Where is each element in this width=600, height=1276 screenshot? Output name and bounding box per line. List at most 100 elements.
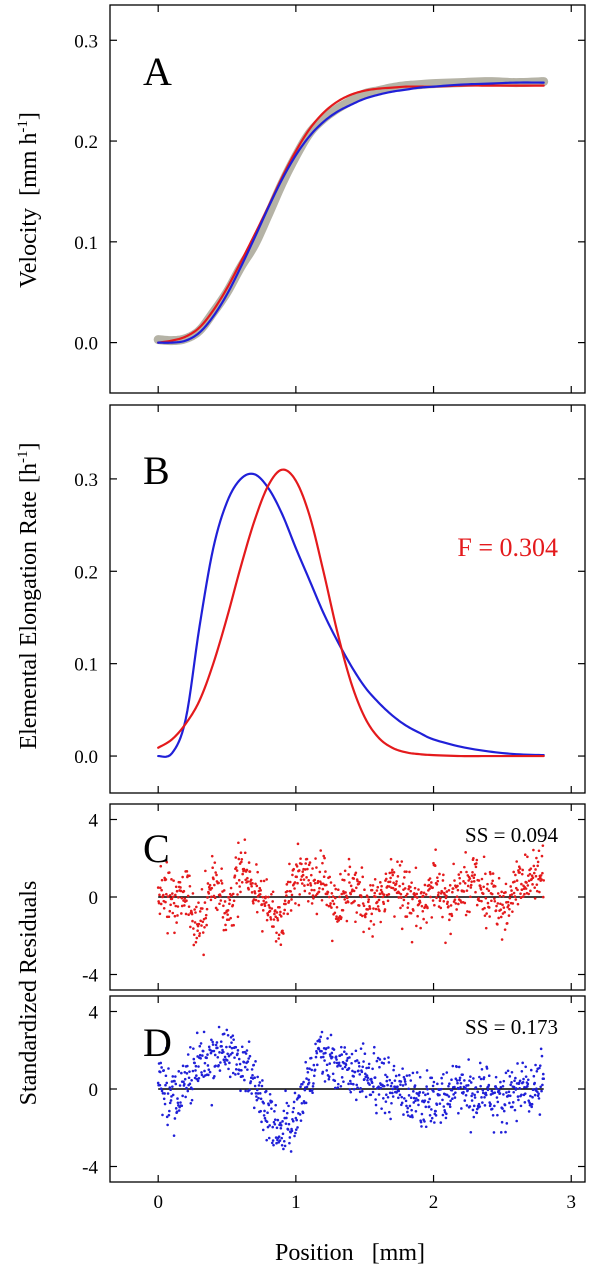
- panel-b-frame: [109, 404, 586, 794]
- residual-point: [429, 1119, 433, 1123]
- residual-point: [426, 1087, 429, 1091]
- residual-point: [439, 906, 443, 910]
- residual-point: [447, 1095, 451, 1098]
- residual-point: [276, 1118, 280, 1122]
- residual-point: [327, 895, 331, 899]
- residual-point: [339, 916, 343, 919]
- residual-point: [187, 913, 190, 917]
- panel-b-series: [157, 468, 545, 758]
- residual-point: [469, 886, 473, 889]
- residual-point: [485, 1067, 489, 1070]
- residual-point: [163, 1102, 167, 1106]
- residual-point: [449, 904, 453, 907]
- residual-point: [360, 895, 363, 899]
- residual-point: [230, 1046, 234, 1050]
- residual-point: [324, 1047, 328, 1050]
- residual-point: [406, 892, 409, 896]
- residual-point: [251, 1074, 254, 1077]
- residual-point: [415, 892, 419, 896]
- residual-point: [282, 1139, 286, 1143]
- residual-point: [321, 1055, 325, 1059]
- residual-point: [372, 1051, 376, 1055]
- residual-point: [356, 1086, 359, 1090]
- residual-point: [272, 1120, 276, 1124]
- residual-point: [270, 892, 273, 896]
- residual-point: [216, 1046, 219, 1050]
- residual-point: [330, 892, 334, 895]
- residual-point: [229, 1053, 232, 1056]
- residual-point: [200, 1073, 204, 1077]
- residual-point: [177, 1109, 181, 1112]
- residual-point: [509, 1083, 512, 1087]
- residual-point: [348, 1088, 352, 1091]
- residual-point: [324, 1051, 327, 1055]
- residual-point: [158, 1083, 162, 1087]
- residual-point: [456, 884, 459, 888]
- residual-point: [333, 911, 337, 915]
- residual-point: [448, 884, 452, 887]
- residual-point: [217, 1025, 221, 1029]
- residual-point: [317, 890, 321, 894]
- residual-point: [301, 873, 305, 877]
- residual-point: [364, 912, 368, 916]
- residual-point: [170, 1095, 173, 1098]
- residual-point: [160, 878, 164, 882]
- residual-point: [213, 861, 217, 864]
- residual-point: [301, 870, 305, 873]
- residual-point: [498, 894, 502, 898]
- residual-point: [376, 905, 380, 908]
- residual-point: [444, 1116, 448, 1120]
- residual-point: [356, 879, 359, 883]
- panel-b-annotation: F = 0.304: [457, 533, 558, 562]
- residual-point: [415, 1071, 419, 1074]
- residual-point: [432, 1080, 436, 1084]
- residual-point: [437, 891, 440, 894]
- residual-point: [524, 1075, 528, 1078]
- residual-point: [464, 1087, 467, 1090]
- residual-point: [176, 905, 180, 908]
- residual-point: [298, 893, 302, 896]
- residual-point: [490, 899, 493, 903]
- residual-point: [226, 913, 229, 916]
- y-tick-label: 0.2: [74, 562, 98, 583]
- residual-point: [487, 889, 491, 892]
- residual-point: [273, 909, 277, 912]
- residual-point: [405, 1104, 408, 1108]
- residual-point: [227, 1054, 231, 1058]
- residual-point: [197, 901, 200, 904]
- residual-point: [410, 1108, 413, 1112]
- residual-point: [180, 904, 184, 908]
- residual-point: [176, 1101, 180, 1105]
- residual-point: [166, 895, 170, 898]
- residual-point: [521, 895, 525, 898]
- residual-point: [367, 898, 371, 901]
- residual-point: [193, 921, 197, 924]
- residual-point: [401, 1084, 405, 1087]
- residual-point: [157, 901, 161, 905]
- residual-point: [286, 1128, 290, 1131]
- panel-c-y-ticks: [110, 818, 585, 976]
- residual-point: [288, 862, 291, 866]
- residual-point: [413, 1084, 417, 1087]
- residual-point: [486, 882, 489, 886]
- y-tick-label: 0.0: [74, 334, 98, 355]
- residual-point: [392, 881, 395, 885]
- residual-point: [190, 1078, 193, 1082]
- residual-point: [500, 890, 503, 894]
- residual-point: [343, 1050, 346, 1054]
- residual-point: [179, 889, 183, 893]
- residual-point: [305, 1077, 308, 1080]
- residual-point: [162, 1097, 166, 1101]
- residual-point: [168, 909, 172, 913]
- residual-point: [458, 1076, 462, 1080]
- residual-point: [355, 1059, 359, 1062]
- residual-point: [227, 918, 231, 921]
- residual-point: [315, 912, 319, 916]
- panel-d-letter: D: [143, 1020, 172, 1065]
- residual-point: [301, 1111, 305, 1115]
- residual-point: [388, 871, 392, 875]
- residual-point: [352, 889, 356, 893]
- residual-point: [537, 877, 540, 881]
- residual-point: [245, 1049, 249, 1052]
- residual-point: [463, 865, 466, 869]
